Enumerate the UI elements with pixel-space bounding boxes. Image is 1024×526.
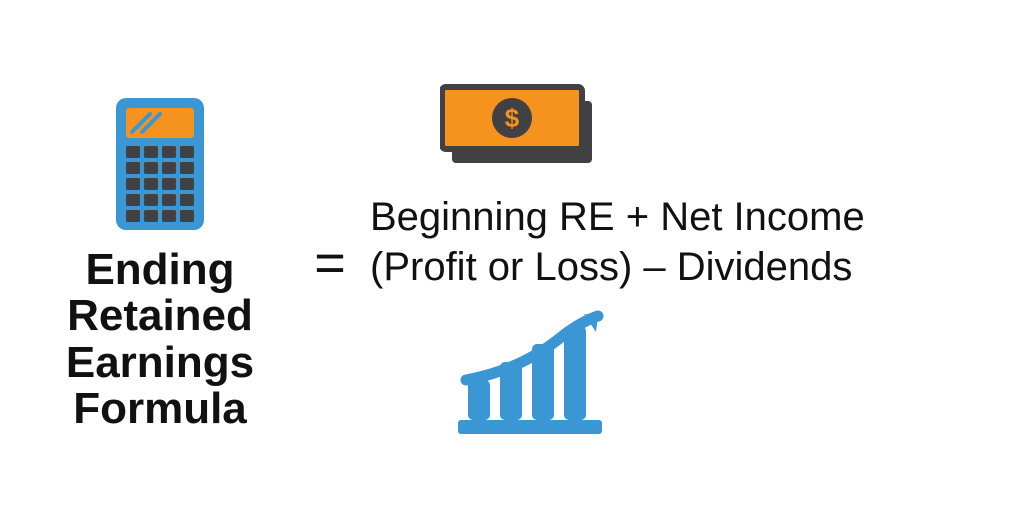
calculator-icon <box>112 94 208 239</box>
growth-chart-icon <box>450 310 610 445</box>
formula-name-line4: Formula <box>66 386 254 432</box>
formula-expression: Beginning RE + Net Income (Profit or Los… <box>370 192 865 292</box>
formula-line1: Beginning RE + Net Income <box>370 192 865 242</box>
formula-name-line2: Retained <box>66 293 254 339</box>
money-icon: $ <box>440 81 610 176</box>
formula-name-line3: Earnings <box>66 340 254 386</box>
formula-name: Ending Retained Earnings Formula <box>66 247 254 432</box>
formula-name-line1: Ending <box>66 247 254 293</box>
formula-infographic: Ending Retained Earnings Formula = $ Beg… <box>0 0 1024 526</box>
right-block: $ Beginning RE + Net Income (Profit or L… <box>370 81 994 445</box>
equals-sign: = <box>290 232 370 294</box>
left-block: Ending Retained Earnings Formula <box>30 94 290 432</box>
formula-line2: (Profit or Loss) – Dividends <box>370 242 865 292</box>
svg-text:$: $ <box>505 103 520 133</box>
